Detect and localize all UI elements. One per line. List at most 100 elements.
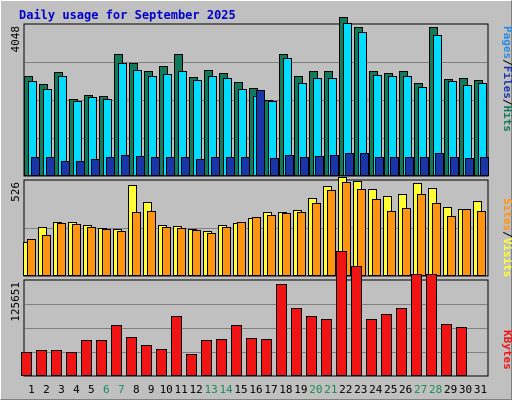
kbytes-kbytes-bar-day-11 [171, 316, 182, 376]
kbytes-kbytes-bar-day-20 [306, 316, 317, 376]
panel-hits-bars [24, 17, 489, 176]
visits-sites-bar-day-27 [417, 194, 426, 276]
hits-pages-bar-day-13 [211, 157, 220, 176]
hits-pages-bar-day-22 [345, 153, 354, 176]
hits-pages-bar-day-15 [241, 157, 250, 176]
kbytes-kbytes-bar-day-4 [66, 352, 77, 376]
visits-sites-bar-day-7 [117, 231, 126, 276]
visits-sites-bar-day-17 [267, 215, 276, 276]
x-tick-day-29: 29 [444, 383, 457, 396]
x-tick-day-13: 13 [204, 383, 217, 396]
panel-kbytes: 125651 KBytes [9, 251, 512, 377]
hits-pages-bar-day-30 [465, 158, 474, 176]
visits-sites-bar-day-29 [447, 216, 456, 276]
x-tick-day-6: 6 [103, 383, 110, 396]
legend-pages: Pages [501, 26, 512, 59]
x-tick-day-1: 1 [28, 383, 35, 396]
visits-sites-bar-day-13 [207, 233, 216, 276]
visits-sites-bar-day-11 [177, 228, 186, 276]
x-tick-day-22: 22 [339, 383, 352, 396]
kbytes-kbytes-bar-day-5 [81, 340, 92, 376]
visits-sites-bar-day-21 [327, 190, 336, 276]
legend-files: Files [501, 66, 512, 99]
hits-pages-bar-day-3 [61, 161, 70, 176]
x-tick-day-24: 24 [369, 383, 383, 396]
hits-pages-bar-day-18 [285, 155, 294, 176]
hits-pages-bar-day-20 [315, 156, 324, 176]
kbytes-kbytes-bar-day-30 [456, 327, 467, 376]
visits-sites-bar-day-9 [147, 211, 156, 276]
x-tick-day-17: 17 [264, 383, 277, 396]
x-tick-day-8: 8 [133, 383, 140, 396]
x-tick-day-3: 3 [58, 383, 65, 396]
x-tick-day-5: 5 [88, 383, 95, 396]
x-tick-day-31: 31 [474, 383, 487, 396]
hits-pages-bar-day-31 [480, 157, 489, 176]
legend-separator: / [501, 59, 512, 66]
visits-sites-bar-day-3 [57, 223, 66, 276]
visits-sites-bar-day-23 [357, 189, 366, 276]
hits-pages-bar-day-10 [166, 157, 175, 176]
x-tick-day-21: 21 [324, 383, 337, 396]
hits-pages-bar-day-28 [435, 153, 444, 176]
x-tick-day-26: 26 [399, 383, 412, 396]
kbytes-kbytes-bar-day-28 [426, 274, 437, 376]
hits-pages-bar-day-17 [270, 158, 279, 176]
panel-visits-max-label: 526 [9, 182, 22, 202]
legend-sites: Sites [501, 198, 512, 231]
visits-sites-bar-day-14 [222, 227, 231, 276]
kbytes-kbytes-bar-day-24 [366, 319, 377, 376]
hits-pages-bar-day-24 [375, 157, 384, 176]
visits-sites-bar-day-26 [402, 208, 411, 276]
x-tick-day-7: 7 [118, 383, 125, 396]
hits-pages-bar-day-21 [330, 155, 339, 176]
visits-sites-bar-day-24 [372, 199, 381, 276]
legend-separator: / [501, 99, 512, 106]
x-tick-day-27: 27 [414, 383, 427, 396]
kbytes-kbytes-bar-day-27 [411, 274, 422, 376]
kbytes-kbytes-bar-day-2 [36, 350, 47, 376]
x-tick-day-12: 12 [190, 383, 203, 396]
kbytes-kbytes-bar-day-25 [381, 314, 392, 376]
chart-title: Daily usage for September 2025 [19, 8, 236, 22]
kbytes-kbytes-bar-day-13 [201, 340, 212, 376]
x-tick-day-4: 4 [73, 383, 80, 396]
hits-pages-bar-day-7 [121, 155, 130, 176]
hits-pages-bar-day-12 [196, 159, 205, 176]
kbytes-kbytes-bar-day-17 [261, 339, 272, 376]
panel-kbytes-bars [21, 251, 467, 376]
hits-pages-bar-day-23 [360, 153, 369, 176]
kbytes-kbytes-bar-day-23 [351, 266, 362, 376]
x-tick-day-23: 23 [354, 383, 367, 396]
panel-visits-bars [23, 177, 486, 276]
hits-pages-bar-day-26 [405, 157, 414, 176]
panel-hits-legend: Pages/Files/Hits [501, 26, 512, 132]
kbytes-kbytes-bar-day-1 [21, 352, 32, 376]
kbytes-kbytes-bar-day-6 [96, 340, 107, 376]
x-tick-day-30: 30 [459, 383, 472, 396]
visits-sites-bar-day-19 [297, 212, 306, 276]
x-tick-day-11: 11 [175, 383, 188, 396]
x-tick-day-18: 18 [279, 383, 292, 396]
visits-sites-bar-day-4 [72, 224, 81, 276]
kbytes-kbytes-bar-day-7 [111, 325, 122, 376]
kbytes-kbytes-bar-day-21 [321, 319, 332, 376]
kbytes-kbytes-bar-day-14 [216, 339, 227, 376]
hits-pages-bar-day-11 [181, 157, 190, 176]
visits-sites-bar-day-25 [387, 211, 396, 276]
panel-visits-legend: Sites/Visits [501, 198, 512, 278]
x-tick-day-25: 25 [384, 383, 397, 396]
hits-pages-bar-day-5 [91, 159, 100, 176]
x-tick-day-2: 2 [43, 383, 50, 396]
kbytes-kbytes-bar-day-12 [186, 354, 197, 376]
hits-files-bar-day-3 [58, 76, 67, 176]
hits-pages-bar-day-25 [390, 157, 399, 176]
hits-pages-bar-day-29 [450, 157, 459, 176]
panel-hits: 4048 Pages/Files/Hits [9, 17, 512, 177]
hits-pages-bar-day-8 [136, 156, 145, 176]
hits-pages-bar-day-4 [76, 161, 85, 176]
hits-pages-bar-day-9 [151, 157, 160, 176]
kbytes-kbytes-bar-day-19 [291, 308, 302, 376]
